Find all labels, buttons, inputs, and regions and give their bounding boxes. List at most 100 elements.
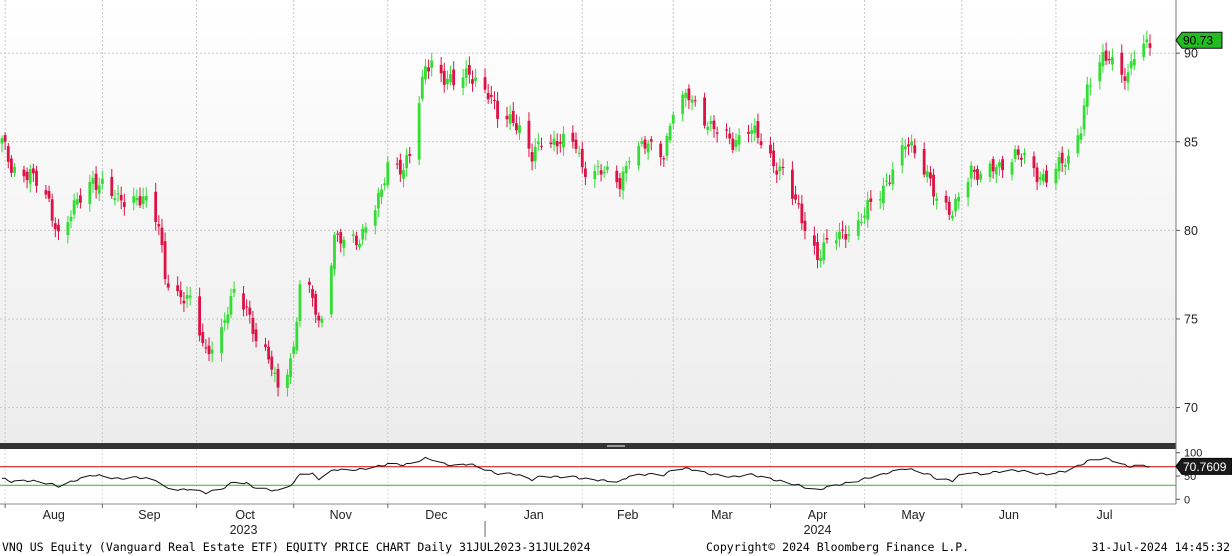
candle-down — [643, 139, 647, 149]
candle-up — [461, 77, 465, 89]
candle-up — [474, 77, 478, 81]
candle-up — [910, 141, 914, 146]
candle-up — [536, 141, 540, 145]
candle-down — [110, 176, 114, 196]
candle-down — [1107, 58, 1111, 61]
candle-up — [819, 257, 823, 262]
candle-up — [333, 234, 336, 270]
candle-up — [593, 171, 597, 180]
candle-down — [540, 145, 543, 147]
candle-up — [420, 76, 424, 99]
candle-up — [1054, 168, 1058, 184]
candle-up — [75, 199, 79, 205]
candle-down — [314, 294, 318, 315]
candle-up — [386, 162, 390, 186]
last-price-tag — [1175, 31, 1223, 49]
candle-down — [163, 241, 167, 280]
candle-up — [141, 196, 145, 204]
candle-down — [703, 97, 707, 126]
month-label: Sep — [138, 508, 160, 522]
candle-down — [496, 100, 499, 119]
candle-up — [1110, 56, 1114, 65]
candle-down — [94, 173, 98, 190]
candle-up — [1098, 62, 1102, 82]
month-label: Apr — [808, 508, 827, 522]
candle-down — [439, 64, 443, 74]
candle-up — [72, 200, 76, 215]
candle-down — [267, 346, 271, 360]
candle-up — [1023, 152, 1026, 156]
candle-up — [0, 138, 4, 144]
price-tick-label: 80 — [1184, 224, 1198, 238]
candle-down — [1016, 149, 1020, 155]
candle-up — [903, 146, 907, 150]
candle-down — [844, 234, 848, 240]
candle-up — [577, 152, 581, 154]
candle-down — [869, 198, 873, 203]
candle-up — [351, 234, 355, 236]
candle-up — [891, 169, 895, 185]
candle-down — [558, 141, 562, 144]
candle-down — [198, 296, 202, 336]
candle-down — [944, 195, 948, 203]
candle-down — [976, 169, 979, 180]
candle-up — [562, 133, 565, 148]
candle-up — [709, 121, 713, 124]
candle-down — [991, 159, 995, 172]
candle-up — [292, 346, 296, 354]
candle-up — [1085, 84, 1089, 107]
candle-up — [605, 166, 609, 170]
candle-up — [885, 180, 888, 182]
candle-up — [185, 295, 189, 300]
candle-up — [954, 198, 957, 212]
candle-down — [50, 199, 54, 221]
candle-down — [505, 115, 509, 120]
candle-down — [25, 171, 29, 181]
candle-up — [424, 66, 427, 80]
candle-down — [264, 344, 267, 347]
candle-down — [932, 174, 935, 197]
candle-down — [511, 110, 515, 123]
candle-up — [533, 146, 537, 162]
candle-up — [640, 141, 644, 144]
candle-up — [69, 216, 73, 222]
candle-up — [1041, 174, 1045, 182]
candle-up — [624, 165, 628, 174]
footer: VNQ US Equity (Vanguard Real Estate ETF)… — [0, 538, 1232, 556]
candle-up — [646, 143, 650, 153]
indicator-background — [0, 448, 1176, 504]
candle-down — [483, 77, 487, 90]
candle-down — [3, 135, 7, 142]
candle-down — [747, 131, 750, 134]
candle-down — [527, 120, 531, 149]
candle-up — [925, 171, 929, 177]
footer-copyright: Copyright© 2024 Bloomberg Finance L.P. — [706, 540, 970, 554]
candle-up — [665, 135, 669, 156]
candle-down — [825, 237, 829, 240]
candle-down — [1104, 50, 1108, 61]
candle-down — [166, 283, 170, 288]
candle-up — [979, 173, 983, 180]
indicator-last-value-tag — [1175, 457, 1232, 475]
candle-down — [841, 229, 845, 231]
candle-down — [201, 331, 205, 344]
candle-up — [950, 215, 954, 219]
candle-up — [856, 220, 860, 236]
candle-down — [57, 224, 60, 232]
candle-up — [66, 222, 70, 235]
candle-down — [31, 168, 35, 174]
candle-down — [182, 300, 186, 304]
candle-up — [969, 165, 973, 179]
candle-down — [398, 159, 402, 175]
candle-down — [791, 169, 794, 199]
candle-up — [966, 181, 970, 198]
candle-down — [571, 132, 575, 142]
candle-up — [935, 198, 939, 201]
candle-up — [552, 138, 556, 145]
candle-up — [402, 170, 405, 179]
candle-up — [778, 166, 782, 172]
candle-up — [342, 239, 346, 248]
candle-down — [154, 191, 158, 222]
